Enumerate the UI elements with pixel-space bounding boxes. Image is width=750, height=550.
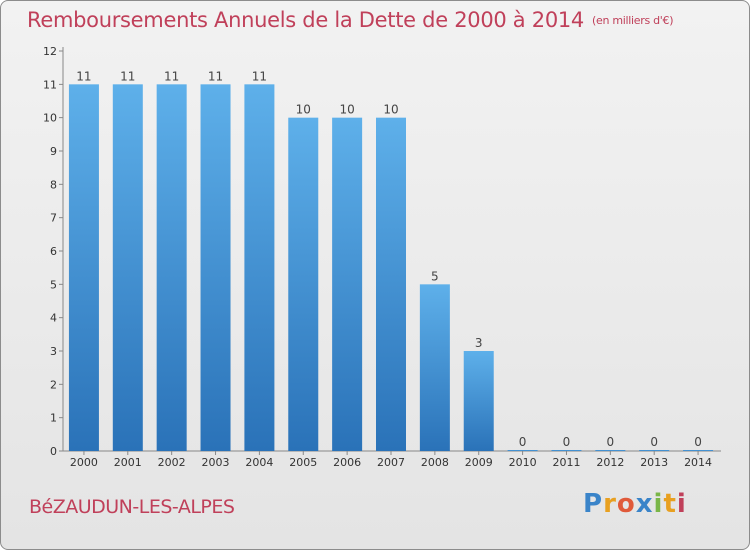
value-label-2007: 10 <box>383 103 398 117</box>
value-label-2009: 3 <box>475 336 483 350</box>
y-tick-label: 5 <box>50 278 57 291</box>
bar-2000 <box>68 84 99 451</box>
x-tick-label-2013: 2013 <box>640 456 668 469</box>
y-tick-label: 11 <box>43 78 57 91</box>
bar-2004 <box>244 84 275 451</box>
y-tick-label: 10 <box>43 112 57 125</box>
value-label-2014: 0 <box>694 435 702 449</box>
y-tick-label: 2 <box>50 378 57 391</box>
logo-letter: o <box>616 489 636 519</box>
chart-title-text: Remboursements Annuels de la Dette de 20… <box>27 8 584 32</box>
bar-2014 <box>683 450 714 451</box>
x-tick-label-2002: 2002 <box>158 456 186 469</box>
bar-2006 <box>332 117 363 452</box>
bar-2011 <box>551 450 582 451</box>
logo-letter: i <box>653 489 664 519</box>
x-tick-label-2012: 2012 <box>596 456 624 469</box>
proxiti-logo: Proxiti <box>583 489 687 519</box>
logo-letter: P <box>583 489 604 519</box>
x-tick-label-2014: 2014 <box>684 456 712 469</box>
logo-letter: t <box>663 489 677 519</box>
bar-2009 <box>463 351 494 451</box>
y-tick-label: 0 <box>50 445 57 458</box>
commune-name: BéZAUDUN-LES-ALPES <box>29 496 235 518</box>
x-tick-label-2010: 2010 <box>509 456 537 469</box>
x-tick-label-2011: 2011 <box>552 456 580 469</box>
value-label-2010: 0 <box>519 435 527 449</box>
x-tick-label-2001: 2001 <box>114 456 142 469</box>
chart-title: Remboursements Annuels de la Dette de 20… <box>27 8 673 32</box>
value-label-2012: 0 <box>607 435 615 449</box>
y-tick-label: 4 <box>50 312 57 325</box>
x-tick-label-2000: 2000 <box>70 456 98 469</box>
value-label-2000: 11 <box>76 69 91 83</box>
bar-2001 <box>112 84 143 451</box>
y-tick-label: 8 <box>50 178 57 191</box>
value-label-2006: 10 <box>339 103 354 117</box>
bar-2003 <box>200 84 231 451</box>
value-label-2011: 0 <box>563 435 571 449</box>
value-label-2008: 5 <box>431 269 439 283</box>
chart-bars <box>68 84 714 452</box>
value-label-2005: 10 <box>296 103 311 117</box>
logo-letter: i <box>676 489 687 519</box>
value-label-2001: 11 <box>120 69 135 83</box>
logo-letter: r <box>603 489 617 519</box>
chart-x-tick-labels: 2000 2001 2002 2003 2004 2005 2006 2007 2008 2009… <box>70 451 712 469</box>
bar-2010 <box>507 450 538 451</box>
bar-2002 <box>156 84 187 451</box>
x-tick-label-2009: 2009 <box>465 456 493 469</box>
value-label-2003: 11 <box>208 69 223 83</box>
bar-2008 <box>419 284 450 451</box>
value-label-2002: 11 <box>164 69 179 83</box>
y-tick-label: 6 <box>50 245 57 258</box>
y-tick-label: 3 <box>50 345 57 358</box>
y-tick-label: 1 <box>50 412 57 425</box>
x-tick-label-2004: 2004 <box>245 456 273 469</box>
value-label-2013: 0 <box>650 435 658 449</box>
x-tick-label-2003: 2003 <box>202 456 230 469</box>
bar-2013 <box>639 450 670 451</box>
logo-letter: x <box>635 489 654 519</box>
bar-2007 <box>376 117 406 452</box>
bar-2012 <box>595 450 626 451</box>
value-label-2004: 11 <box>252 69 267 83</box>
y-tick-label: 9 <box>50 145 57 158</box>
x-tick-label-2008: 2008 <box>421 456 449 469</box>
y-tick-label: 7 <box>50 212 57 225</box>
chart-unit-label: (en milliers d'€) <box>592 14 674 27</box>
x-tick-label-2005: 2005 <box>289 456 317 469</box>
x-tick-label-2006: 2006 <box>333 456 361 469</box>
y-tick-label: 12 <box>43 45 57 58</box>
x-tick-label-2007: 2007 <box>377 456 405 469</box>
bar-2005 <box>288 117 319 452</box>
chart-value-labels: 11 11 11 11 11 10 10 10 5 3 0 0 0 0 0 <box>76 69 702 449</box>
